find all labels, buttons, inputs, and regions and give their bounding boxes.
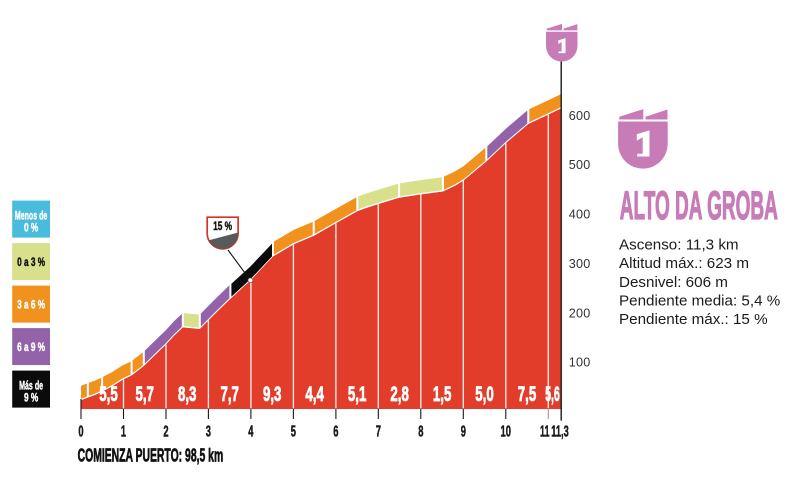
svg-text:0: 0 xyxy=(78,424,83,441)
svg-text:7,7: 7,7 xyxy=(220,383,239,406)
svg-text:5,5: 5,5 xyxy=(99,383,118,406)
svg-text:11,3: 11,3 xyxy=(551,424,569,441)
svg-text:200: 200 xyxy=(569,307,591,321)
svg-text:400: 400 xyxy=(569,208,591,222)
svg-text:5,0: 5,0 xyxy=(475,383,494,406)
svg-text:8: 8 xyxy=(418,424,423,441)
svg-text:Desnivel: 606 m: Desnivel: 606 m xyxy=(619,274,728,291)
svg-text:6 a 9 %: 6 a 9 % xyxy=(17,342,45,354)
svg-text:7,5: 7,5 xyxy=(518,383,537,406)
svg-text:5,7: 5,7 xyxy=(135,383,154,406)
svg-text:Menos de: Menos de xyxy=(15,211,48,223)
svg-text:COMIENZA PUERTO: 98,5 km: COMIENZA PUERTO: 98,5 km xyxy=(78,446,224,466)
svg-text:4,4: 4,4 xyxy=(305,383,324,406)
svg-text:15 %: 15 % xyxy=(213,219,232,233)
svg-text:3 a 6 %: 3 a 6 % xyxy=(17,299,45,311)
svg-text:500: 500 xyxy=(569,158,591,172)
svg-text:11: 11 xyxy=(540,424,550,441)
svg-text:100: 100 xyxy=(569,356,591,370)
svg-text:0 %: 0 % xyxy=(24,223,38,235)
svg-text:7: 7 xyxy=(376,424,381,441)
svg-text:5: 5 xyxy=(291,424,296,441)
svg-text:2: 2 xyxy=(163,424,168,441)
svg-text:5,6: 5,6 xyxy=(545,383,560,406)
svg-text:Pendiente máx.: 15 %: Pendiente máx.: 15 % xyxy=(619,311,768,328)
svg-text:9: 9 xyxy=(461,424,466,441)
svg-text:300: 300 xyxy=(569,257,591,271)
svg-text:4: 4 xyxy=(248,424,253,441)
svg-text:Altitud máx.: 623 m: Altitud máx.: 623 m xyxy=(619,255,749,272)
svg-text:ALTO DA GROBA: ALTO DA GROBA xyxy=(620,184,778,228)
svg-text:Pendiente media: 5,4 %: Pendiente media: 5,4 % xyxy=(619,292,780,309)
svg-text:8,3: 8,3 xyxy=(178,383,197,406)
svg-text:1: 1 xyxy=(121,424,126,441)
svg-text:9,3: 9,3 xyxy=(263,383,282,406)
svg-text:6: 6 xyxy=(333,424,338,441)
svg-text:0 a 3 %: 0 a 3 % xyxy=(17,257,45,269)
svg-text:2,8: 2,8 xyxy=(390,383,409,406)
svg-text:9 %: 9 % xyxy=(24,393,38,405)
svg-text:Más de: Más de xyxy=(19,381,43,393)
svg-text:Ascenso: 11,3 km: Ascenso: 11,3 km xyxy=(619,237,739,254)
svg-text:5,1: 5,1 xyxy=(348,383,367,406)
svg-text:10: 10 xyxy=(501,424,512,441)
svg-text:600: 600 xyxy=(569,109,591,123)
svg-text:1,5: 1,5 xyxy=(433,383,452,406)
svg-text:3: 3 xyxy=(206,424,211,441)
